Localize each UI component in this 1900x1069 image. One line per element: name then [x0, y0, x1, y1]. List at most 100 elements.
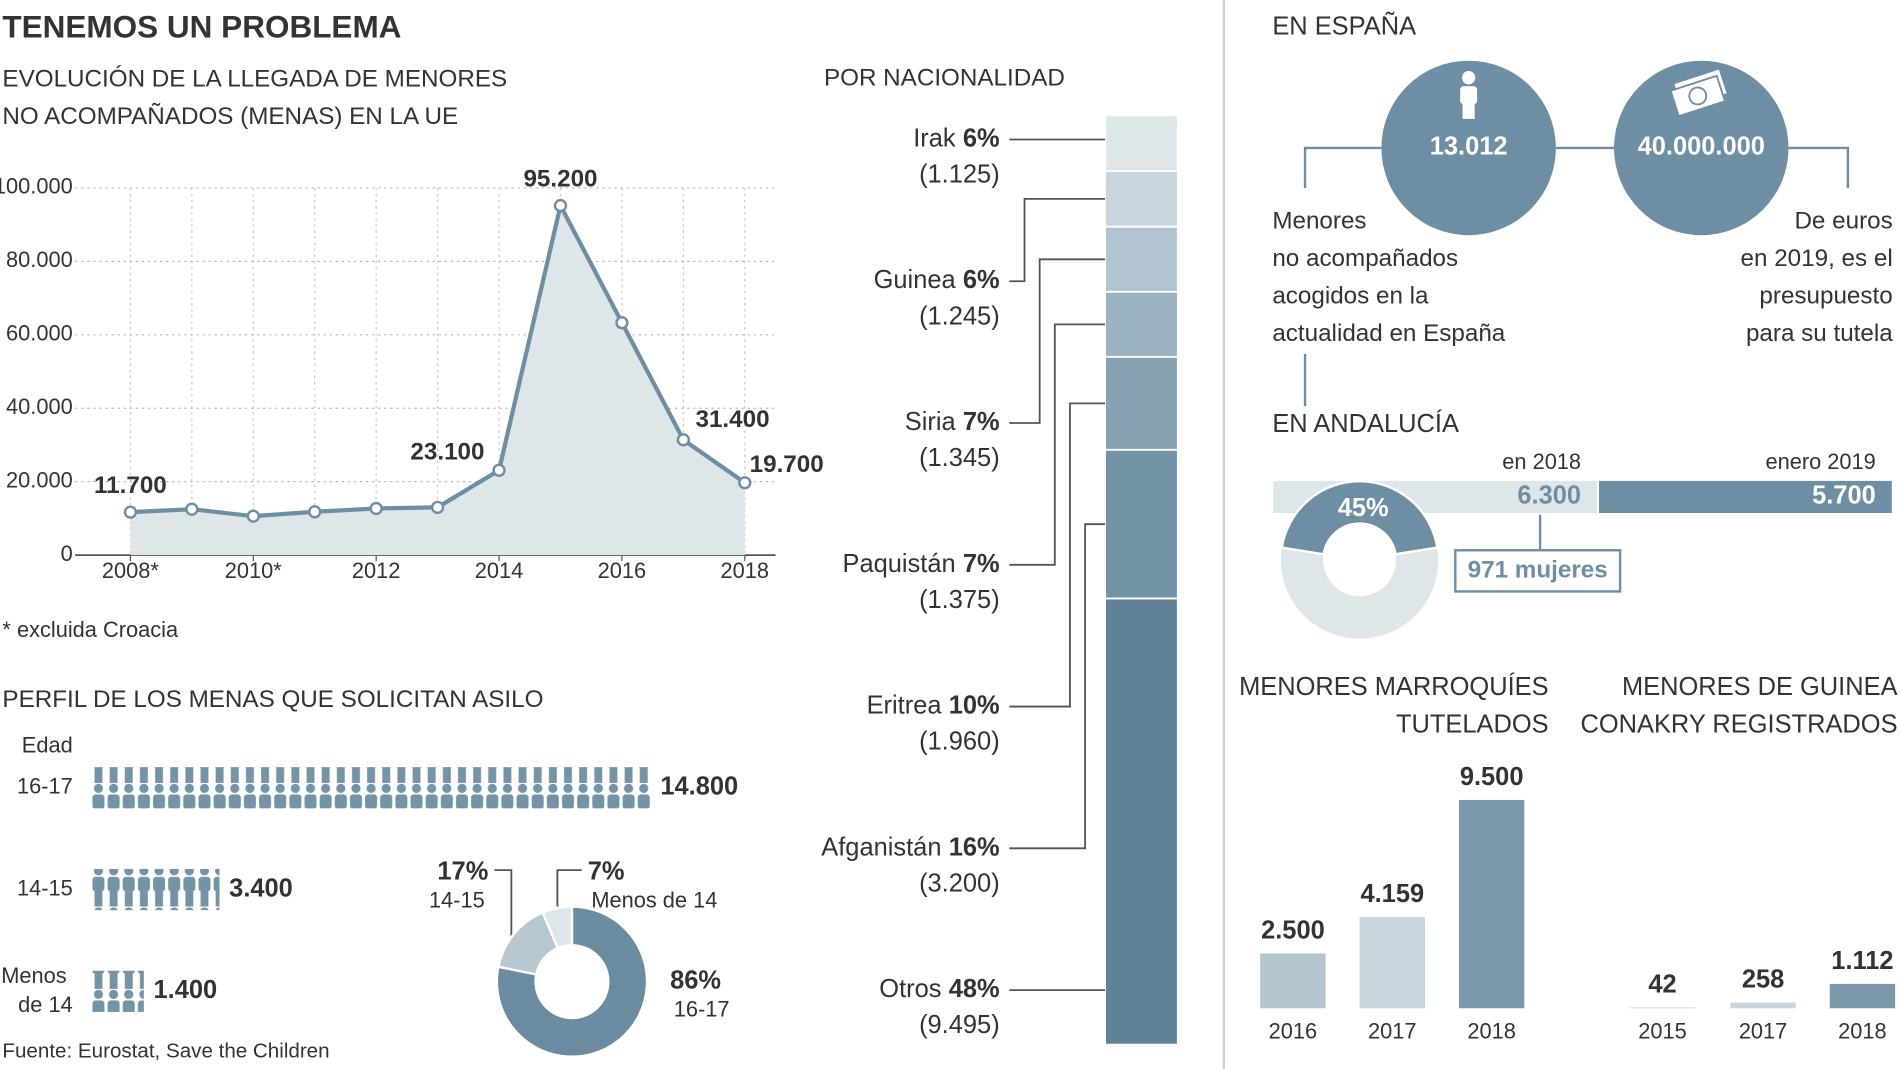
value-label: 6.300	[1517, 482, 1581, 510]
value-label: 1.112	[1831, 947, 1893, 975]
chart-title: CONAKRY REGISTRADOS	[1580, 711, 1897, 739]
point	[369, 501, 383, 516]
chart-title: NO ACOMPAÑADOS (MENAS) EN LA UE	[2, 103, 458, 130]
share-label: 16%	[949, 833, 1000, 861]
category-label: Eritrea 10%	[867, 691, 1000, 719]
chart-title: TUTELADOS	[1396, 711, 1549, 739]
leader-line	[1009, 323, 1106, 566]
money-icon	[1669, 67, 1729, 118]
count-label: (1.245)	[919, 302, 1000, 330]
category-label: Siria 7%	[905, 408, 1000, 436]
connector	[1303, 146, 1382, 188]
x-tick-label: 2017	[1368, 1018, 1417, 1043]
segment	[1104, 597, 1179, 1046]
category-name: Paquistán	[843, 550, 956, 578]
value-label: 17%	[437, 857, 488, 885]
category-label: enero 2019	[1765, 449, 1875, 474]
segment	[1104, 355, 1179, 451]
x-tick-label: 2016	[1269, 1018, 1318, 1043]
category-name: Eritrea	[867, 691, 943, 719]
category-label: 16-17	[674, 996, 730, 1021]
caption: actualidad en España	[1272, 320, 1505, 347]
bar	[1359, 917, 1425, 1009]
stat-value: 13.012	[1430, 133, 1508, 161]
x-tick-label: 2018	[1467, 1018, 1516, 1043]
bar	[1629, 1007, 1696, 1009]
pictogram-bar	[90, 970, 144, 1012]
value-label: 3.400	[229, 874, 293, 902]
circle	[1381, 60, 1556, 236]
segment	[1104, 114, 1179, 172]
share-label: 7%	[963, 408, 1000, 436]
caption: Menores	[1272, 207, 1366, 234]
point	[676, 433, 691, 447]
main-title: TENEMOS UN PROBLEMA	[2, 9, 401, 45]
category-label: en 2018	[1502, 449, 1581, 474]
value-label: 9.500	[1460, 763, 1524, 791]
value-label: 4.159	[1360, 880, 1424, 908]
category-name: Otros	[879, 975, 941, 1003]
value-label: 86%	[670, 966, 721, 994]
point	[308, 505, 322, 519]
category-label: Afganistán 16%	[821, 833, 999, 861]
value-label: 95.200	[523, 166, 597, 193]
y-tick-label: 100.000	[0, 174, 73, 199]
value-label: 7%	[588, 857, 625, 885]
bar	[1458, 799, 1525, 1009]
segment	[1104, 290, 1179, 358]
share-label: 7%	[963, 550, 1000, 578]
section-title: EN ESPAÑA	[1272, 12, 1416, 41]
share-label: 6%	[963, 124, 1000, 152]
x-tick-label: 2010*	[225, 558, 282, 583]
point	[185, 502, 199, 516]
caption: para su tutela	[1746, 320, 1893, 347]
x-tick-label: 2014	[475, 558, 524, 583]
value-label: 11.700	[94, 472, 167, 499]
category-name: Afganistán	[821, 833, 941, 861]
bar	[1829, 983, 1896, 1009]
annotation: 971 mujeres	[1468, 556, 1608, 583]
category-name: Irak	[913, 124, 956, 152]
area	[130, 205, 745, 556]
point	[492, 463, 506, 477]
x-tick-label: 2012	[352, 558, 401, 583]
bar	[1260, 953, 1326, 1009]
point	[553, 198, 568, 213]
stat-value: 40.000.000	[1638, 133, 1765, 161]
value-label: 5.700	[1812, 482, 1876, 510]
note: * excluida Croacia	[2, 617, 179, 642]
category-label: 16-17	[17, 774, 73, 799]
share-label: 10%	[949, 691, 1000, 719]
category-label: Guinea 6%	[874, 266, 1000, 294]
circle	[1614, 60, 1789, 236]
caption: acogidos en la	[1272, 282, 1429, 309]
category-label: Paquistán 7%	[843, 550, 1000, 578]
pictogram-bar	[90, 868, 220, 911]
value-label: 1.400	[154, 976, 218, 1004]
chart-title: EN ANDALUCÍA	[1272, 409, 1459, 438]
point	[246, 509, 260, 523]
point	[738, 476, 752, 490]
share-label: 48%	[949, 975, 1000, 1003]
donut-slice	[1280, 480, 1439, 556]
source: Fuente: Eurostat, Save the Children	[2, 1039, 329, 1062]
chart-title: MENORES DE GUINEA	[1622, 673, 1898, 701]
y-tick-label: 40.000	[6, 394, 73, 419]
donut-slice	[541, 905, 574, 950]
value-label: 45%	[1338, 494, 1389, 522]
point	[123, 505, 138, 519]
category-label: Otros 48%	[879, 975, 999, 1003]
value-label: 14.800	[660, 772, 738, 800]
category-label: Menos de 14	[1, 963, 72, 1017]
share-label: 6%	[963, 266, 1000, 294]
connector	[1788, 146, 1850, 188]
leader-line	[556, 869, 582, 912]
leader-line	[1009, 402, 1106, 708]
bar	[1730, 1002, 1796, 1009]
category-name: Siria	[905, 408, 957, 436]
caption: en 2019, es el	[1741, 245, 1893, 272]
caption: De euros	[1794, 207, 1892, 234]
x-tick-label: 2017	[1739, 1018, 1788, 1043]
annotation-box	[1454, 549, 1622, 593]
